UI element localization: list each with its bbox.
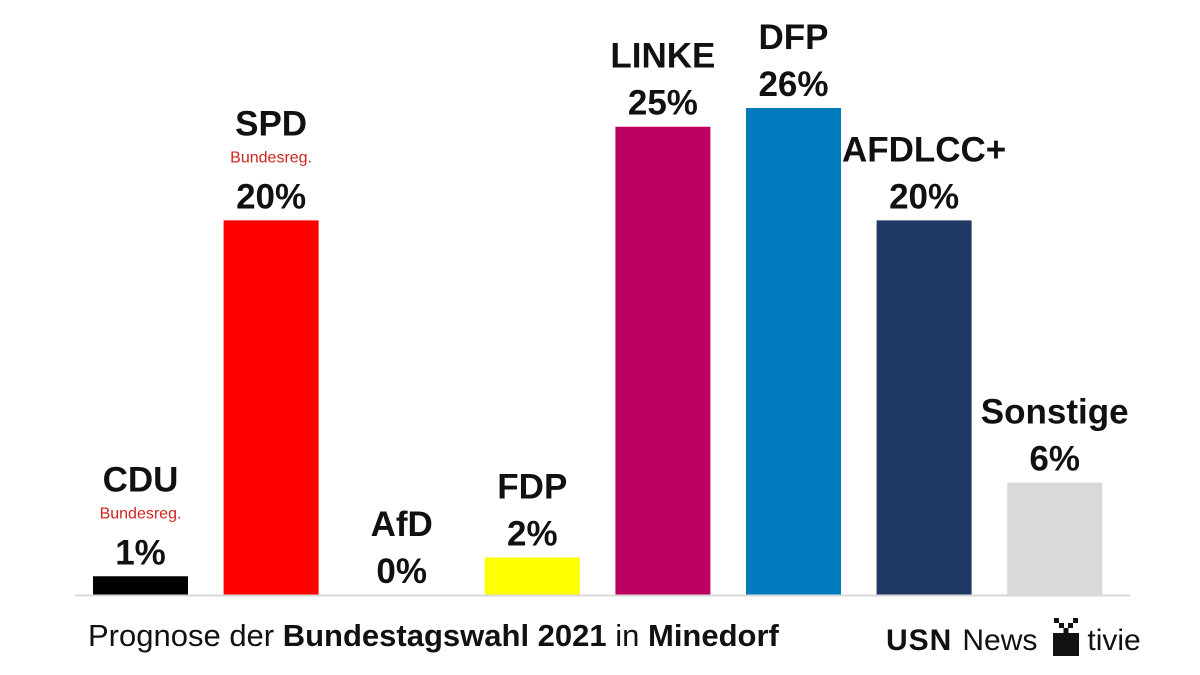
tv-icon bbox=[1053, 618, 1080, 664]
sublabel-cdu: Bundesreg. bbox=[100, 505, 182, 522]
bar-sonstige bbox=[1007, 482, 1103, 595]
value-label-sonstige: 6% bbox=[1029, 440, 1080, 479]
bar-linke bbox=[615, 126, 711, 595]
category-label-linke: LINKE bbox=[610, 37, 715, 76]
value-label-fdp: 2% bbox=[507, 515, 558, 554]
caption-place: Minedorf bbox=[648, 618, 779, 653]
category-label-sonstige: Sonstige bbox=[981, 393, 1129, 432]
brand-logo: USN News tivie bbox=[886, 618, 1141, 664]
value-label-dfp: 26% bbox=[758, 65, 828, 104]
bar-dfp bbox=[746, 108, 841, 595]
category-label-spd: SPD bbox=[235, 104, 307, 143]
value-label-linke: 25% bbox=[628, 84, 698, 123]
value-label-afd: 0% bbox=[376, 552, 427, 591]
value-label-spd: 20% bbox=[236, 177, 306, 216]
bar-spd bbox=[223, 220, 319, 595]
brand-usn: USN bbox=[886, 624, 953, 657]
bar-fdp bbox=[484, 557, 580, 595]
sublabel-spd: Bundesreg. bbox=[230, 149, 312, 166]
category-label-fdp: FDP bbox=[497, 468, 567, 507]
brand-tivie: tivie bbox=[1087, 624, 1141, 657]
chart-caption: Prognose der Bundestagswahl 2021 in Mine… bbox=[88, 618, 779, 654]
category-label-cdu: CDU bbox=[103, 460, 179, 499]
category-label-dfp: DFP bbox=[759, 18, 829, 57]
brand-news: News bbox=[962, 624, 1038, 657]
caption-prefix: Prognose der bbox=[88, 618, 283, 653]
value-label-cdu: 1% bbox=[115, 533, 166, 572]
caption-election: Bundestagswahl 2021 bbox=[282, 618, 607, 653]
bar-cdu bbox=[93, 576, 188, 595]
caption-middle: in bbox=[606, 618, 648, 653]
category-label-afd: AfD bbox=[371, 505, 433, 544]
bar-afdlcc- bbox=[876, 220, 972, 595]
value-label-afdlcc-: 20% bbox=[889, 177, 959, 216]
category-label-afdlcc-: AFDLCC+ bbox=[842, 130, 1006, 169]
